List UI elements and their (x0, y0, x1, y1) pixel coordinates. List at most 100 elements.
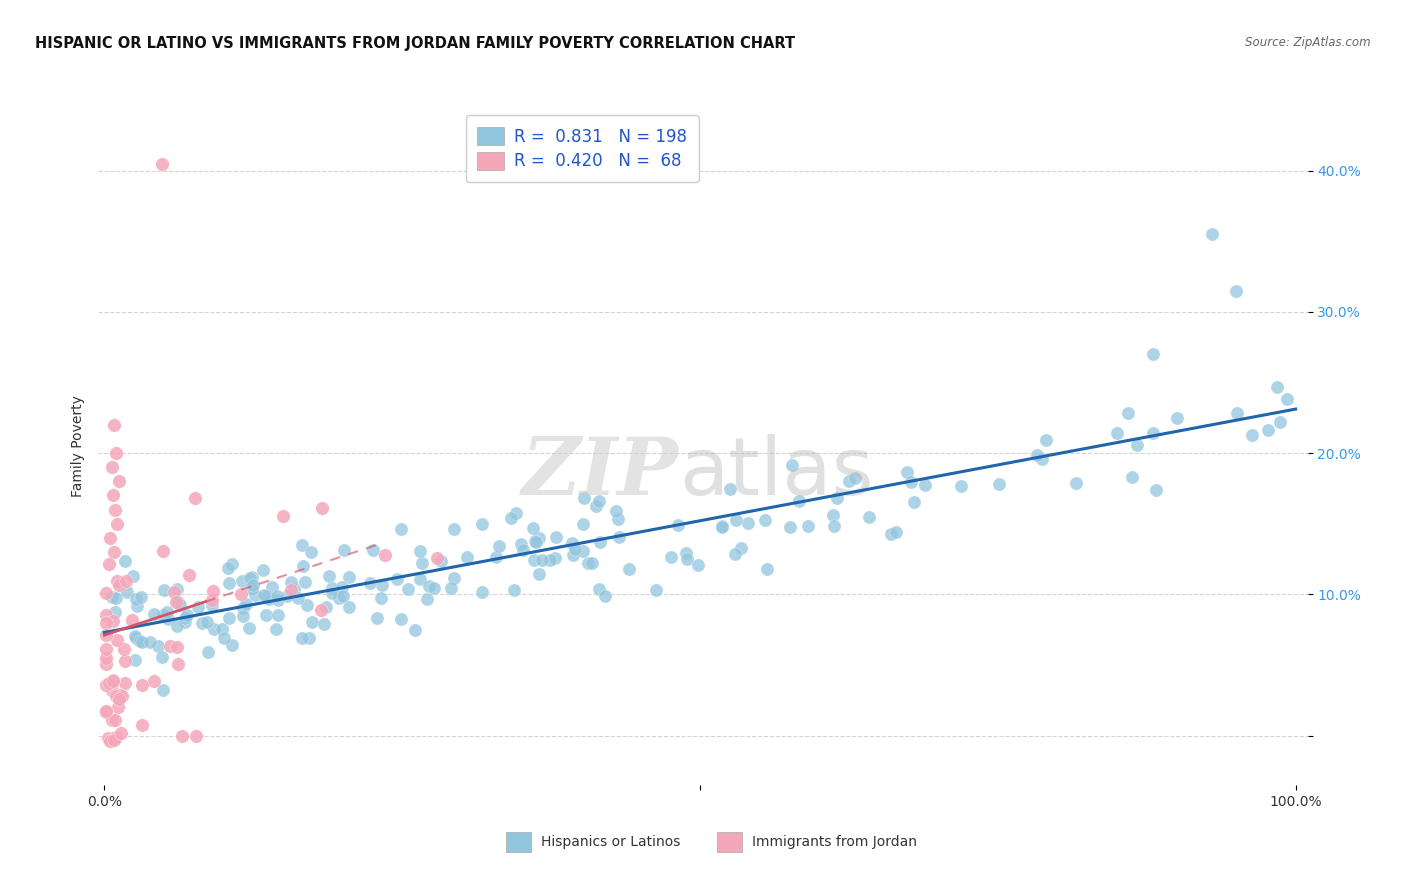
Point (416, 591, 439, 606)
Point (127, 599, 149, 614)
Point (235, 597, 257, 611)
Point (605, 503, 627, 517)
Point (389, 522, 412, 536)
Point (125, 592, 148, 607)
Point (184, 491, 207, 505)
Point (124, 629, 146, 643)
Point (561, 536, 583, 550)
Point (232, 609, 254, 624)
Point (1035, 434, 1057, 448)
Point (1166, 411, 1188, 425)
Point (903, 494, 925, 508)
Point (174, 615, 197, 629)
Point (231, 587, 253, 601)
Point (232, 600, 254, 615)
Point (108, 688, 131, 702)
Point (131, 678, 153, 692)
Point (318, 569, 340, 583)
Point (103, 673, 125, 687)
Point (443, 571, 465, 585)
Point (796, 519, 818, 533)
Point (900, 475, 922, 489)
Point (328, 591, 350, 606)
Point (572, 544, 595, 558)
Point (724, 547, 747, 561)
Point (94, 704, 117, 718)
Point (370, 591, 392, 605)
Point (242, 570, 264, 584)
Point (1066, 476, 1088, 491)
Point (572, 516, 595, 531)
Point (588, 494, 610, 508)
Point (176, 607, 198, 622)
Point (101, 614, 124, 628)
Point (564, 542, 586, 557)
Point (299, 545, 322, 559)
Point (544, 530, 567, 544)
Point (291, 559, 314, 574)
Point (523, 533, 546, 548)
Point (221, 638, 243, 652)
Point (283, 582, 305, 597)
Point (97, 557, 120, 571)
Point (94, 641, 117, 656)
Point (111, 690, 134, 704)
Point (1031, 452, 1053, 467)
Point (107, 633, 129, 648)
Point (471, 585, 494, 599)
Point (94, 650, 117, 665)
Point (280, 582, 302, 597)
Point (754, 513, 776, 527)
Point (1201, 227, 1223, 241)
Point (166, 582, 188, 597)
Point (409, 544, 432, 558)
Point (1126, 438, 1149, 452)
Point (780, 458, 803, 473)
Point (332, 581, 354, 595)
Point (101, 488, 124, 502)
Text: atlas: atlas (679, 434, 873, 512)
Point (718, 482, 741, 496)
Point (212, 632, 235, 646)
Point (661, 550, 683, 565)
Point (152, 608, 174, 623)
Text: HISPANIC OR LATINO VS IMMIGRANTS FROM JORDAN FAMILY POVERTY CORRELATION CHART: HISPANIC OR LATINO VS IMMIGRANTS FROM JO… (35, 36, 796, 51)
Point (526, 534, 548, 549)
Point (294, 575, 316, 590)
Point (337, 599, 360, 614)
Point (124, 653, 146, 667)
Point (1107, 425, 1129, 440)
Point (96, 706, 118, 720)
Point (987, 476, 1010, 491)
Point (218, 576, 240, 591)
Point (146, 639, 169, 653)
Point (576, 556, 599, 570)
Point (1026, 448, 1049, 462)
Point (143, 607, 166, 622)
Point (131, 718, 153, 732)
Point (259, 591, 281, 605)
Point (588, 582, 610, 597)
Point (711, 520, 734, 534)
Point (502, 582, 524, 597)
Point (94, 677, 117, 691)
Point (201, 583, 224, 598)
Point (522, 521, 544, 535)
Point (108, 578, 131, 592)
Point (787, 493, 810, 508)
Point (484, 550, 506, 565)
Point (267, 592, 290, 607)
Point (607, 530, 630, 544)
Point (1225, 284, 1247, 298)
Point (253, 588, 276, 602)
Point (256, 589, 278, 603)
Point (408, 572, 430, 586)
Point (195, 615, 218, 629)
Point (404, 623, 426, 637)
Point (538, 553, 561, 567)
Point (100, 683, 122, 698)
Point (105, 574, 128, 588)
Point (838, 474, 860, 488)
Y-axis label: Family Poverty: Family Poverty (70, 395, 84, 497)
Point (197, 645, 219, 659)
